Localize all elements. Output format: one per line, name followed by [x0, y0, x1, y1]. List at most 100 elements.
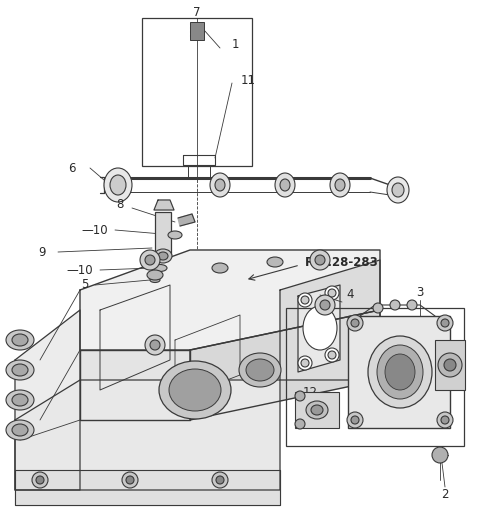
Circle shape — [437, 315, 453, 331]
Polygon shape — [154, 200, 174, 210]
Ellipse shape — [280, 179, 290, 191]
Ellipse shape — [215, 179, 225, 191]
Circle shape — [441, 319, 449, 327]
Text: REF.28-283: REF.28-283 — [305, 255, 379, 268]
Circle shape — [432, 447, 448, 463]
Ellipse shape — [12, 364, 28, 376]
Circle shape — [126, 476, 134, 484]
Ellipse shape — [6, 390, 34, 410]
Ellipse shape — [104, 168, 132, 202]
Text: 7: 7 — [193, 6, 201, 19]
Circle shape — [325, 348, 339, 362]
Circle shape — [438, 353, 462, 377]
Ellipse shape — [377, 345, 423, 399]
Polygon shape — [15, 470, 280, 505]
Ellipse shape — [267, 257, 283, 267]
Circle shape — [347, 315, 363, 331]
Ellipse shape — [12, 394, 28, 406]
Ellipse shape — [239, 353, 281, 387]
Bar — [286, 308, 464, 446]
Text: 2: 2 — [441, 489, 449, 502]
Ellipse shape — [330, 173, 350, 197]
Text: 4: 4 — [346, 288, 354, 301]
Circle shape — [315, 255, 325, 265]
Circle shape — [407, 300, 417, 310]
Text: —10: —10 — [67, 264, 93, 277]
Polygon shape — [178, 214, 195, 226]
Bar — [295, 392, 339, 428]
Text: —10: —10 — [82, 224, 108, 236]
Polygon shape — [15, 380, 280, 490]
Ellipse shape — [6, 360, 34, 380]
Circle shape — [36, 476, 44, 484]
Polygon shape — [298, 285, 340, 372]
Ellipse shape — [212, 263, 228, 273]
Ellipse shape — [158, 252, 168, 260]
Text: 1: 1 — [231, 39, 239, 52]
Bar — [142, 18, 252, 166]
Ellipse shape — [306, 401, 328, 419]
Text: 8: 8 — [116, 198, 124, 212]
Circle shape — [32, 472, 48, 488]
Ellipse shape — [169, 369, 221, 411]
Ellipse shape — [159, 361, 231, 419]
Circle shape — [140, 250, 160, 270]
Polygon shape — [190, 310, 380, 420]
Ellipse shape — [335, 179, 345, 191]
Ellipse shape — [311, 405, 323, 415]
Ellipse shape — [12, 334, 28, 346]
Ellipse shape — [368, 336, 432, 408]
Circle shape — [373, 303, 383, 313]
Circle shape — [328, 351, 336, 359]
Bar — [348, 316, 450, 428]
Circle shape — [351, 416, 359, 424]
Ellipse shape — [110, 175, 126, 195]
Text: 6: 6 — [68, 162, 76, 175]
Polygon shape — [80, 350, 190, 420]
Text: 12: 12 — [302, 386, 317, 399]
Bar — [435, 340, 465, 390]
Circle shape — [150, 340, 160, 350]
Circle shape — [295, 391, 305, 401]
Circle shape — [301, 359, 309, 367]
Ellipse shape — [246, 359, 274, 381]
Polygon shape — [280, 260, 380, 380]
Circle shape — [295, 419, 305, 429]
Circle shape — [437, 412, 453, 428]
Text: 9: 9 — [38, 246, 46, 259]
Circle shape — [351, 319, 359, 327]
Bar — [190, 22, 204, 40]
Circle shape — [320, 300, 330, 310]
Ellipse shape — [210, 173, 230, 197]
Circle shape — [298, 293, 312, 307]
Circle shape — [212, 472, 228, 488]
Text: 11: 11 — [240, 74, 255, 87]
Text: 5: 5 — [81, 279, 89, 291]
Ellipse shape — [6, 420, 34, 440]
Ellipse shape — [150, 278, 160, 283]
Ellipse shape — [168, 231, 182, 239]
Polygon shape — [15, 310, 80, 490]
Circle shape — [145, 335, 165, 355]
Circle shape — [216, 476, 224, 484]
Ellipse shape — [6, 330, 34, 350]
Ellipse shape — [275, 173, 295, 197]
Ellipse shape — [154, 249, 172, 263]
Circle shape — [347, 412, 363, 428]
Text: 3: 3 — [416, 285, 424, 299]
Circle shape — [310, 250, 330, 270]
Ellipse shape — [12, 424, 28, 436]
Circle shape — [441, 416, 449, 424]
Ellipse shape — [303, 306, 337, 350]
Circle shape — [315, 295, 335, 315]
Circle shape — [145, 255, 155, 265]
Ellipse shape — [153, 265, 167, 271]
Circle shape — [301, 296, 309, 304]
Polygon shape — [80, 250, 380, 350]
Ellipse shape — [392, 183, 404, 197]
Circle shape — [325, 286, 339, 300]
Circle shape — [122, 472, 138, 488]
Circle shape — [444, 359, 456, 371]
Circle shape — [390, 300, 400, 310]
Bar — [155, 212, 171, 254]
